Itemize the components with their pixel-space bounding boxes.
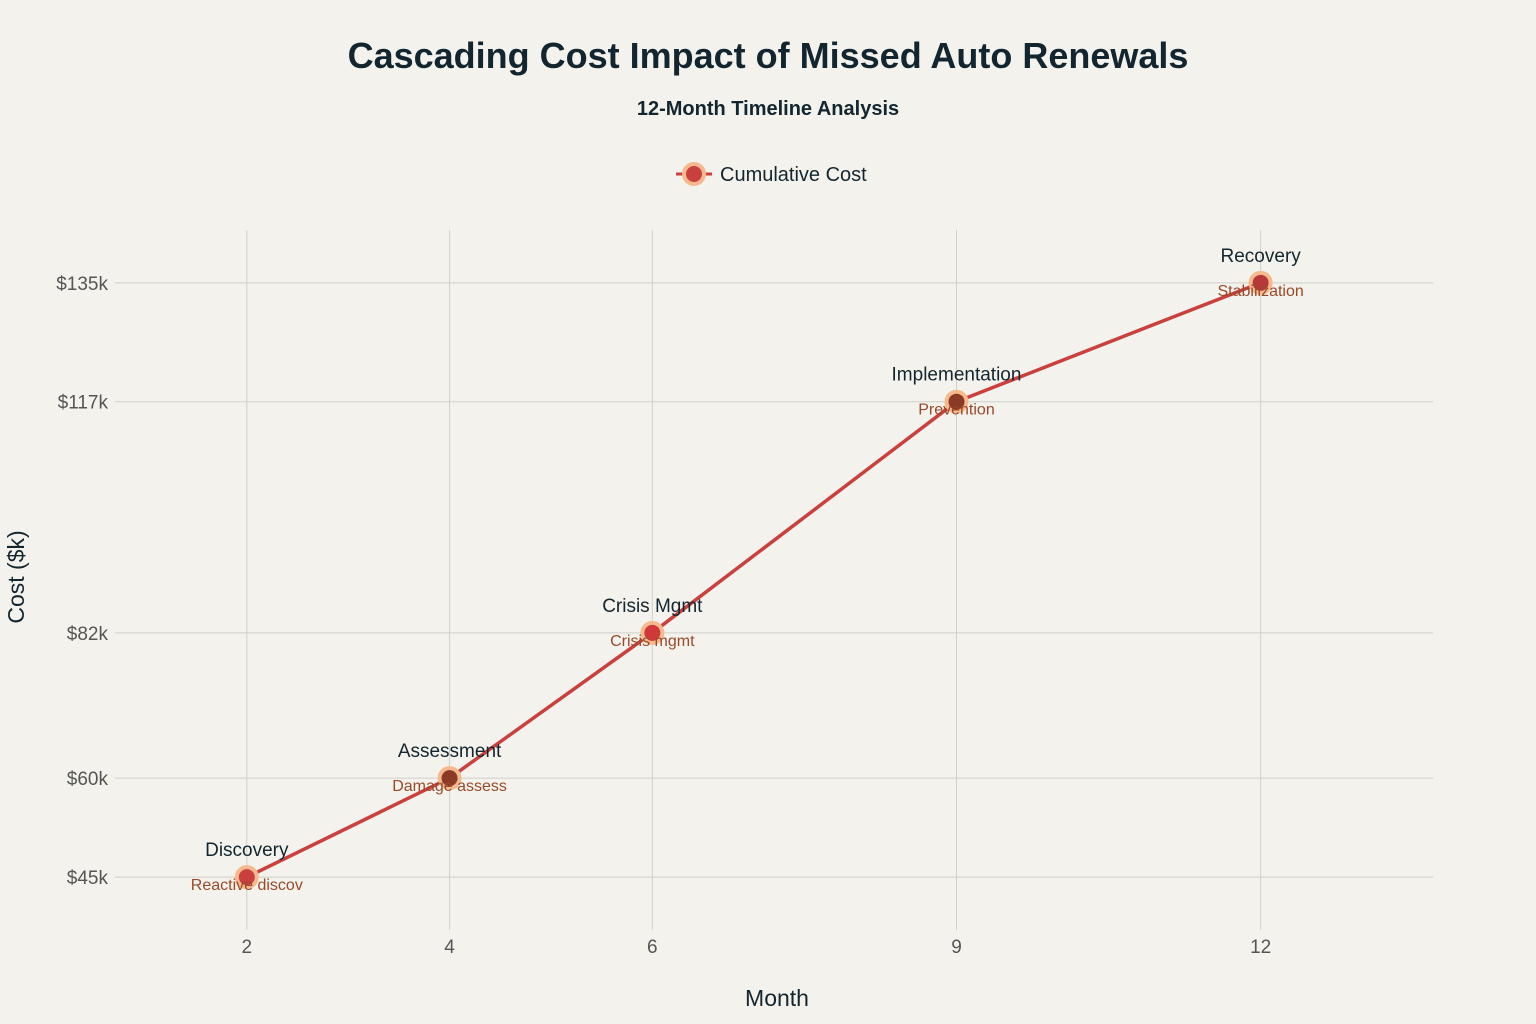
x-tick-label: 4 <box>444 937 455 958</box>
x-tick-label: 2 <box>242 937 253 958</box>
legend: Cumulative Cost <box>676 162 867 186</box>
data-point-marker <box>234 865 259 890</box>
x-axis-title: Month <box>745 985 809 1011</box>
data-point-sublabel: Crisis mgmt <box>610 633 695 650</box>
y-axis-title: Cost ($k) <box>3 530 29 623</box>
data-point-sublabel: Damage assess <box>392 778 507 795</box>
data-labels: Discovery Reactive discov Assessment Damage… <box>191 246 1304 894</box>
data-point-sublabel: Reactive discov <box>191 877 303 894</box>
data-point-label: Discovery <box>205 840 289 861</box>
data-point-label: Recovery <box>1221 246 1302 267</box>
data-point-marker <box>944 389 969 414</box>
y-tick-label: $60k <box>67 769 109 790</box>
y-tick-label: $117k <box>58 393 109 414</box>
y-tick-label: $135k <box>56 274 108 295</box>
series-cumulative-cost <box>234 270 1273 890</box>
data-point-label: Implementation <box>892 365 1022 386</box>
x-tick-label: 9 <box>951 937 962 958</box>
chart-title: Cascading Cost Impact of Missed Auto Ren… <box>348 35 1189 76</box>
legend-marker-swatch <box>682 162 706 186</box>
x-tick-label: 6 <box>647 937 658 958</box>
grid <box>115 230 1433 930</box>
axis-ticks: 2 4 6 9 12 $45k $60k $82k $117k $135k <box>56 274 1271 958</box>
data-point-marker <box>640 620 665 645</box>
y-tick-label: $45k <box>67 868 109 889</box>
data-point-label: Assessment <box>398 741 502 762</box>
data-point-marker <box>1248 270 1273 295</box>
x-tick-label: 12 <box>1250 937 1271 958</box>
chart-subtitle: 12-Month Timeline Analysis <box>637 98 899 120</box>
data-point-sublabel: Prevention <box>918 402 995 419</box>
legend-label: Cumulative Cost <box>720 164 867 186</box>
data-point-marker <box>437 766 462 791</box>
data-point-label: Crisis Mgmt <box>602 596 703 617</box>
data-point-sublabel: Stabilization <box>1218 283 1304 300</box>
y-tick-label: $82k <box>67 624 109 645</box>
